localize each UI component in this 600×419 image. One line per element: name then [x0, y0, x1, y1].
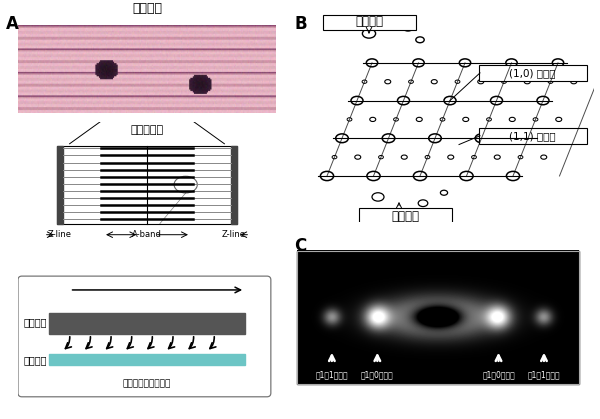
- Text: （1，1）反射: （1，1）反射: [316, 370, 348, 380]
- Text: ミオシン: ミオシン: [355, 16, 383, 28]
- Text: （1，0）反射: （1，0）反射: [482, 370, 515, 380]
- Text: A-band: A-band: [132, 230, 162, 239]
- Bar: [57, 146, 238, 224]
- FancyBboxPatch shape: [359, 209, 452, 224]
- Text: （1，1）反射: （1，1）反射: [527, 370, 560, 380]
- Bar: [231, 146, 238, 224]
- Text: （1，0）反射: （1，0）反射: [361, 370, 394, 380]
- Text: (1,0) 格子面: (1,0) 格子面: [509, 68, 556, 78]
- Text: アクチン: アクチン: [391, 210, 419, 223]
- Text: ミオシン頭部の結合: ミオシン頭部の結合: [123, 380, 171, 389]
- Text: サルコメア: サルコメア: [130, 125, 164, 135]
- Bar: [57, 146, 63, 224]
- FancyBboxPatch shape: [323, 15, 415, 31]
- Text: アクチン: アクチン: [23, 355, 47, 365]
- Bar: [49, 354, 245, 365]
- Bar: [297, 251, 579, 385]
- Text: (1,1) 格子面: (1,1) 格子面: [509, 131, 556, 141]
- Text: Z-line: Z-line: [48, 230, 72, 239]
- Text: 心筋細胞: 心筋細胞: [132, 2, 162, 15]
- Text: B: B: [294, 15, 307, 33]
- Bar: [49, 313, 245, 334]
- Text: Z-line: Z-line: [222, 230, 246, 239]
- FancyBboxPatch shape: [479, 128, 587, 143]
- FancyBboxPatch shape: [479, 65, 587, 80]
- Text: ミオシン: ミオシン: [23, 318, 47, 328]
- Bar: [297, 251, 579, 385]
- Text: C: C: [294, 237, 306, 255]
- Text: A: A: [6, 15, 19, 33]
